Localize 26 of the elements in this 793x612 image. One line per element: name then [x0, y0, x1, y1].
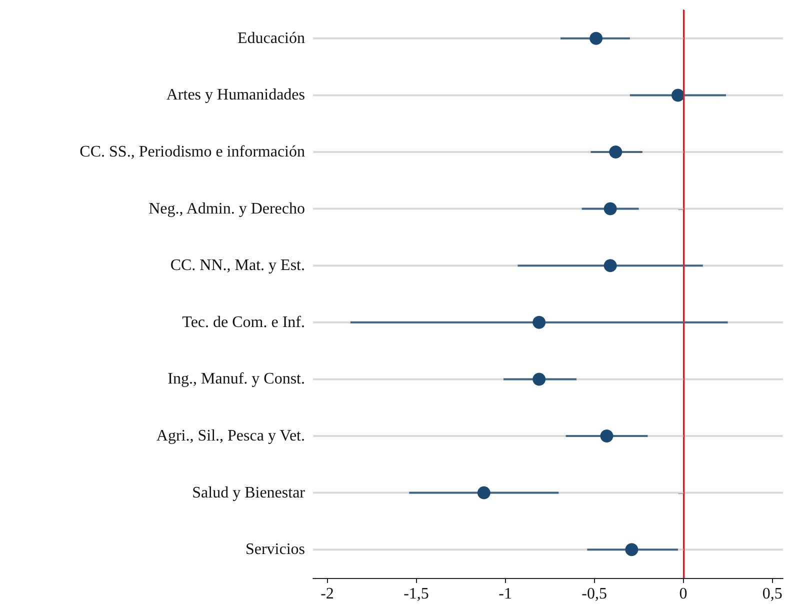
- x-tick-label: 0,5: [762, 586, 782, 602]
- y-tick-label: Artes y Humanidades: [166, 86, 305, 104]
- point: [590, 32, 603, 45]
- y-tick-label: Agri., Sil., Pesca y Vet.: [156, 428, 305, 444]
- point: [609, 146, 622, 158]
- point: [671, 88, 684, 102]
- y-tick-label: Servicios: [245, 541, 305, 558]
- y-tick-label: Ing., Manuf. y Const.: [168, 370, 305, 388]
- point: [532, 316, 546, 329]
- point: [532, 372, 546, 386]
- y-tick-label: Educación: [237, 30, 305, 47]
- point: [604, 259, 617, 272]
- y-tick-label: Neg., Admin. y Derecho: [148, 200, 305, 218]
- y-tick-label: Tec. de Com. e Inf.: [182, 314, 305, 331]
- point: [477, 486, 490, 500]
- point: [600, 430, 614, 442]
- y-tick-label: CC. NN., Mat. y Est.: [170, 257, 305, 274]
- x-tick-label: -1: [498, 586, 512, 602]
- x-tick-label: -0,5: [582, 586, 607, 602]
- x-tick-label: -2: [320, 586, 334, 602]
- y-tick-label: Salud y Bienestar: [192, 484, 306, 502]
- x-tick-label: 0: [679, 586, 688, 602]
- point: [625, 543, 638, 556]
- y-tick-label: CC. SS., Periodismo e información: [80, 144, 305, 160]
- x-tick-label: -1,5: [404, 586, 429, 602]
- point: [604, 202, 617, 216]
